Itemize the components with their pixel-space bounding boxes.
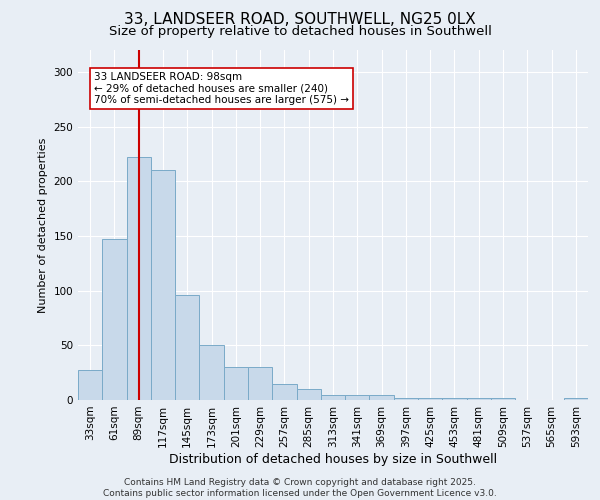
Bar [78,370,102,400]
Bar [564,398,588,400]
Bar [272,384,296,400]
Bar [248,367,272,400]
Text: Contains HM Land Registry data © Crown copyright and database right 2025.
Contai: Contains HM Land Registry data © Crown c… [103,478,497,498]
Bar [102,239,127,400]
Bar [296,389,321,400]
Text: 33 LANDSEER ROAD: 98sqm
← 29% of detached houses are smaller (240)
70% of semi-d: 33 LANDSEER ROAD: 98sqm ← 29% of detache… [94,72,349,105]
Bar [467,398,491,400]
Text: 33, LANDSEER ROAD, SOUTHWELL, NG25 0LX: 33, LANDSEER ROAD, SOUTHWELL, NG25 0LX [124,12,476,28]
Bar [418,398,442,400]
Bar [199,346,224,400]
Bar [442,398,467,400]
Bar [224,367,248,400]
Bar [491,398,515,400]
Bar [151,170,175,400]
Bar [175,295,199,400]
X-axis label: Distribution of detached houses by size in Southwell: Distribution of detached houses by size … [169,452,497,466]
Bar [345,394,370,400]
Bar [127,157,151,400]
Bar [321,394,345,400]
Bar [394,398,418,400]
Bar [370,394,394,400]
Text: Size of property relative to detached houses in Southwell: Size of property relative to detached ho… [109,25,491,38]
Y-axis label: Number of detached properties: Number of detached properties [38,138,48,312]
